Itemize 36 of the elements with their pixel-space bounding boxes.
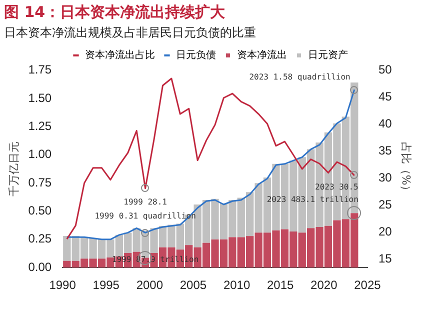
y-tick-label: 1.00 (28, 147, 52, 162)
x-tick-label: 2020 (310, 278, 338, 292)
chart-title: 图 14：日本资本净流出持续扩大 (4, 2, 226, 21)
x-tick-label: 2000 (136, 278, 164, 292)
y-tick-label: 0.25 (28, 232, 52, 246)
legend-label: 日元资产 (308, 48, 348, 61)
legend-label: 资本净流出 (237, 48, 287, 61)
y2-tick-label: 35 (378, 144, 392, 158)
legend-label: 资本净流出占比 (85, 48, 155, 61)
annotation: 1999 28.1 (124, 197, 168, 206)
y-tick-label: 1.25 (28, 119, 52, 134)
annotation: 2023 30.5 (315, 182, 359, 192)
y2-tick-label: 45 (378, 90, 392, 104)
y-tick-label: 0.00 (28, 260, 52, 274)
y2-tick-label: 40 (378, 116, 392, 131)
y2-tick-label: 30 (378, 170, 392, 184)
x-tick-label: 2010 (223, 278, 250, 292)
x-tick-label: 2025 (354, 278, 382, 292)
y-tick-label: 0.75 (28, 175, 52, 190)
x-tick-label: 1990 (49, 278, 76, 292)
annotation: 2023 1.58 quadrillion (249, 72, 351, 82)
y-tick-label: 0.50 (28, 204, 52, 218)
y-tick-label: 1.50 (28, 90, 52, 105)
annotation: 2023 483.1 trillion (266, 195, 359, 204)
y2-tick-label: 50 (378, 62, 392, 77)
chart-subtitle: 日本资本净流出规模及占非居民日元负债的比重 (4, 25, 256, 40)
y2-tick-label: 25 (378, 197, 392, 212)
y-tick-label: 1.75 (28, 62, 52, 77)
y2-tick-label: 15 (378, 251, 392, 266)
legend-label: 日元负债 (176, 48, 216, 61)
y2-axis-title: 占比（%） (400, 142, 413, 196)
y-axis-title: 千万亿日元 (7, 142, 20, 196)
y2-tick-label: 20 (378, 224, 392, 238)
x-tick-label: 1995 (92, 278, 120, 292)
x-tick-label: 2015 (266, 278, 294, 292)
x-tick-label: 2005 (180, 278, 207, 292)
